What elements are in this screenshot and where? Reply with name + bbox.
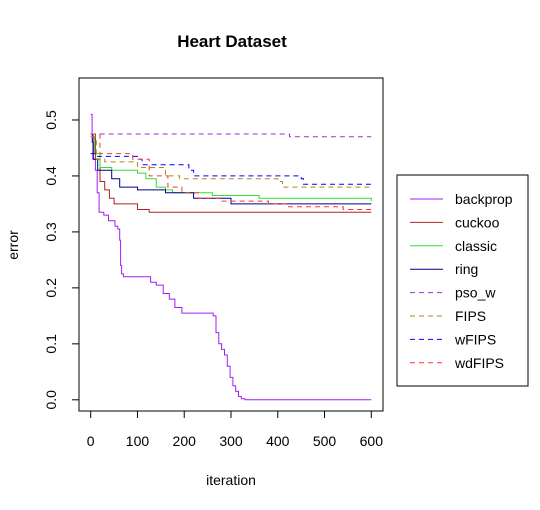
legend-label: classic [455,238,497,254]
series-line-wfips [90,153,372,185]
series-line-wdfips [90,133,372,210]
x-tick-label: 500 [313,433,337,449]
y-axis: 0.0 0.1 0.2 0.3 0.4 0.5 [43,110,80,410]
chart-title: Heart Dataset [177,32,287,51]
x-tick-label: 400 [266,433,290,449]
y-tick-label: 0.5 [43,110,59,130]
legend-label: ring [455,261,478,277]
legend-label: backprop [455,191,513,207]
x-tick-label: 0 [87,433,95,449]
legend-label: FIPS [455,308,486,324]
x-tick-label: 600 [360,433,384,449]
legend: backprop cuckoo classic ring pso_w FIPS wFIPS w… [396,174,529,387]
legend-label: cuckoo [455,214,500,230]
y-tick-label: 0.1 [43,334,59,354]
y-tick-label: 0.0 [43,390,59,410]
y-axis-label: error [5,230,21,260]
y-tick-label: 0.2 [43,278,59,298]
series-line-backprop [90,113,372,401]
series-line-pso-w [90,133,372,138]
series-layer [90,113,372,401]
series-line-classic [90,136,372,202]
legend-label: wdFIPS [454,355,504,371]
x-tick-label: 300 [219,433,243,449]
legend-box [396,174,529,387]
series-line-fips [90,136,372,188]
legend-label: pso_w [455,285,496,301]
plot-frame [78,77,384,412]
y-tick-label: 0.3 [43,222,59,242]
legend-label: wFIPS [454,331,496,347]
x-tick-label: 200 [173,433,197,449]
x-axis-label: iteration [206,472,256,488]
x-tick-label: 100 [126,433,150,449]
y-tick-label: 0.4 [43,166,59,186]
x-axis: 0 100 200 300 400 500 600 [87,410,384,449]
series-line-ring [90,133,372,205]
